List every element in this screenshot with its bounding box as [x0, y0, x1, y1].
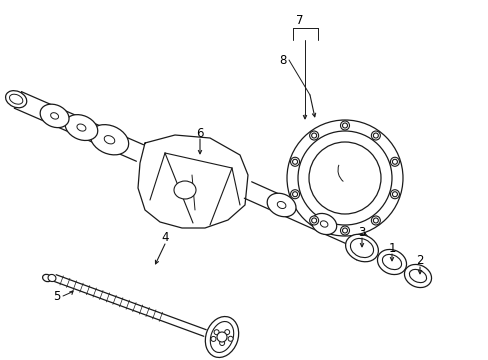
- Circle shape: [311, 218, 316, 223]
- Circle shape: [373, 218, 378, 223]
- Text: 1: 1: [387, 242, 395, 255]
- Circle shape: [227, 336, 233, 341]
- Circle shape: [219, 341, 224, 346]
- Ellipse shape: [311, 213, 336, 235]
- Circle shape: [290, 157, 299, 166]
- Text: 3: 3: [358, 225, 365, 239]
- Circle shape: [370, 131, 380, 140]
- Ellipse shape: [377, 249, 406, 275]
- Ellipse shape: [277, 202, 285, 208]
- Circle shape: [224, 330, 229, 334]
- Ellipse shape: [42, 274, 51, 282]
- Circle shape: [340, 226, 349, 235]
- Circle shape: [340, 121, 349, 130]
- Text: 2: 2: [415, 253, 423, 266]
- Ellipse shape: [65, 114, 98, 140]
- Text: 8: 8: [279, 54, 286, 67]
- Polygon shape: [138, 135, 247, 228]
- Text: 4: 4: [161, 230, 168, 243]
- Circle shape: [309, 131, 318, 140]
- Ellipse shape: [90, 125, 128, 155]
- Ellipse shape: [382, 255, 401, 270]
- Circle shape: [370, 216, 380, 225]
- Ellipse shape: [51, 113, 59, 119]
- Ellipse shape: [408, 269, 426, 283]
- Text: 5: 5: [53, 289, 61, 302]
- Circle shape: [286, 120, 402, 236]
- Ellipse shape: [174, 181, 196, 199]
- Ellipse shape: [320, 221, 327, 227]
- Ellipse shape: [40, 104, 69, 128]
- Circle shape: [292, 159, 297, 164]
- Circle shape: [392, 159, 397, 164]
- Ellipse shape: [345, 234, 378, 262]
- Circle shape: [311, 133, 316, 138]
- Ellipse shape: [210, 321, 233, 352]
- Ellipse shape: [205, 316, 238, 357]
- Circle shape: [292, 192, 297, 197]
- Ellipse shape: [48, 274, 56, 282]
- Circle shape: [373, 133, 378, 138]
- Text: 6: 6: [196, 126, 203, 140]
- Circle shape: [214, 330, 219, 335]
- Circle shape: [309, 216, 318, 225]
- Ellipse shape: [5, 91, 27, 108]
- Circle shape: [392, 192, 397, 197]
- Circle shape: [210, 337, 216, 341]
- Circle shape: [308, 142, 380, 214]
- Circle shape: [217, 332, 226, 342]
- Ellipse shape: [266, 193, 295, 217]
- Text: 7: 7: [296, 14, 303, 27]
- Ellipse shape: [9, 94, 23, 104]
- Circle shape: [342, 228, 347, 233]
- Ellipse shape: [77, 124, 86, 131]
- Ellipse shape: [404, 265, 431, 288]
- Circle shape: [297, 131, 391, 225]
- Circle shape: [389, 190, 399, 199]
- Circle shape: [290, 190, 299, 199]
- Circle shape: [342, 123, 347, 128]
- Ellipse shape: [104, 136, 115, 144]
- Ellipse shape: [350, 238, 373, 257]
- Circle shape: [389, 157, 399, 166]
